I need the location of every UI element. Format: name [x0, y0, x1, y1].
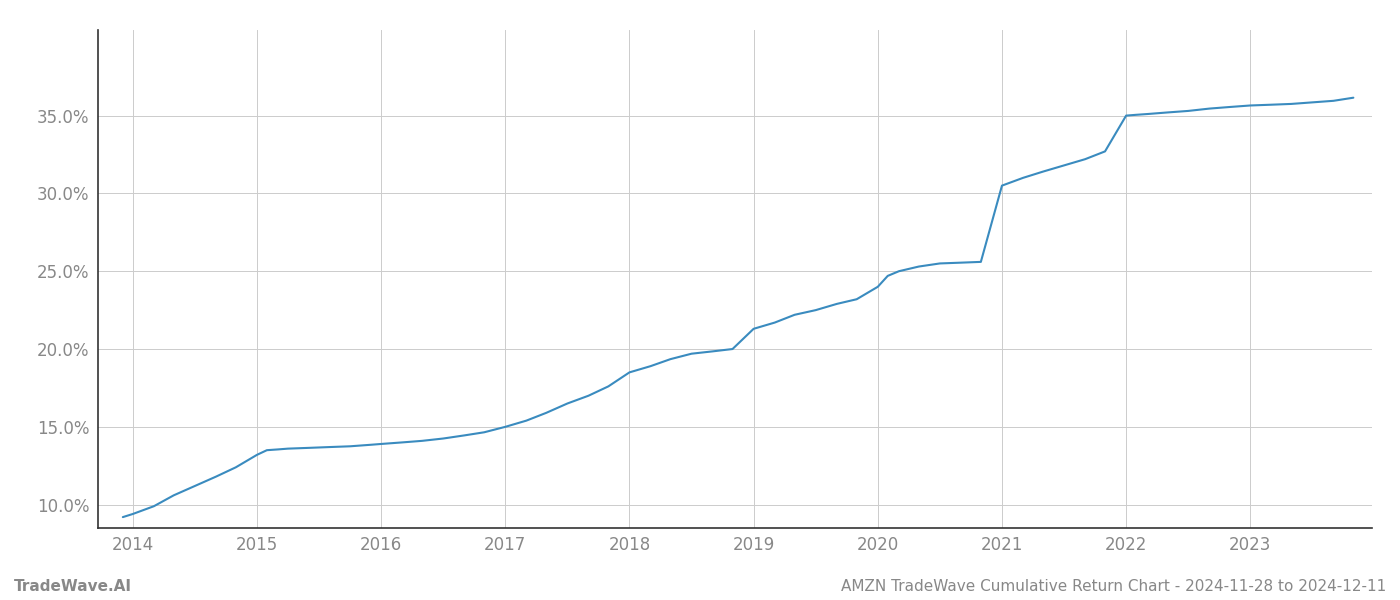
Text: TradeWave.AI: TradeWave.AI: [14, 579, 132, 594]
Text: AMZN TradeWave Cumulative Return Chart - 2024-11-28 to 2024-12-11: AMZN TradeWave Cumulative Return Chart -…: [841, 579, 1386, 594]
